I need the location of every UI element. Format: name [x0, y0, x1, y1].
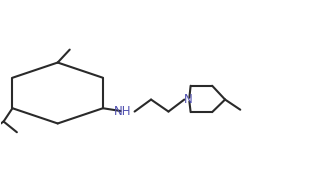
Text: NH: NH	[114, 105, 131, 118]
Text: N: N	[184, 93, 192, 106]
